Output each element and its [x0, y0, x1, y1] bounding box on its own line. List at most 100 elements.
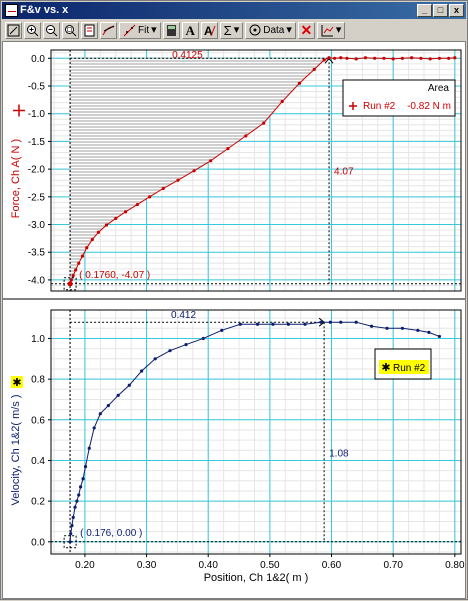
- velocity-data-point[interactable]: [354, 320, 358, 324]
- velocity-data-point[interactable]: [238, 322, 242, 326]
- force-data-point[interactable]: [339, 56, 343, 60]
- force-data-point[interactable]: [391, 57, 395, 61]
- force-data-point[interactable]: [69, 278, 73, 282]
- delete-button[interactable]: ✕: [297, 21, 315, 39]
- force-data-point[interactable]: [114, 216, 118, 221]
- force-data-point[interactable]: [161, 186, 165, 191]
- legend-box[interactable]: [342, 79, 456, 117]
- force-data-point[interactable]: [447, 56, 451, 60]
- text-button[interactable]: A: [181, 21, 199, 39]
- force-data-point[interactable]: [453, 56, 457, 60]
- force-data-point[interactable]: [96, 230, 101, 234]
- annotate-button[interactable]: A: [200, 21, 218, 39]
- force-data-point[interactable]: [363, 56, 368, 60]
- examine-marker[interactable]: [63, 277, 77, 291]
- velocity-data-point[interactable]: [168, 349, 172, 353]
- velocity-data-point[interactable]: [140, 369, 144, 373]
- force-data-point[interactable]: [373, 56, 377, 60]
- velocity-data-point[interactable]: [75, 499, 79, 503]
- force-data-point[interactable]: [382, 56, 386, 60]
- force-data-point[interactable]: [192, 169, 196, 173]
- velocity-data-point[interactable]: [303, 322, 307, 326]
- velocity-data-point[interactable]: [73, 505, 77, 509]
- velocity-data-point[interactable]: [437, 334, 442, 339]
- minimize-button[interactable]: _: [417, 4, 432, 17]
- velocity-data-point[interactable]: [83, 464, 88, 469]
- velocity-data-point[interactable]: [78, 485, 83, 489]
- fit-button[interactable]: Fit ▾: [119, 21, 161, 39]
- velocity-data-point[interactable]: [385, 326, 389, 330]
- force-data-point[interactable]: [345, 56, 349, 60]
- force-data-point[interactable]: [312, 67, 316, 71]
- tangent-button[interactable]: [100, 21, 117, 39]
- velocity-data-point[interactable]: [70, 523, 74, 528]
- velocity-data-point[interactable]: [68, 540, 72, 544]
- autoscale-button[interactable]: [5, 21, 22, 39]
- force-data-point[interactable]: [104, 223, 109, 227]
- velocity-data-point[interactable]: [201, 336, 205, 341]
- force-data-point[interactable]: [400, 56, 405, 60]
- maximize-button[interactable]: □: [433, 4, 448, 17]
- force-data-point[interactable]: [280, 99, 284, 104]
- stats-box-button[interactable]: [162, 21, 180, 39]
- force-data-point[interactable]: [71, 273, 75, 278]
- force-data-point[interactable]: [333, 56, 337, 60]
- velocity-graph[interactable]: 1.0 0.8 0.6 0.4 0.2 0.0 0.20 0.30 0.40 0.50 0.60 0.…: [10, 309, 465, 584]
- velocity-data-point[interactable]: [319, 320, 323, 324]
- force-data-point[interactable]: [297, 81, 302, 85]
- velocity-data-point[interactable]: [106, 403, 110, 408]
- force-data-point[interactable]: [209, 159, 213, 163]
- velocity-data-point[interactable]: [339, 320, 343, 324]
- title-bar[interactable]: F&v vs. x _ □ x: [2, 2, 466, 19]
- examine-button[interactable]: [81, 21, 98, 39]
- force-data-point[interactable]: [80, 254, 85, 258]
- statistics-button[interactable]: Σ ▾: [219, 21, 244, 39]
- velocity-data-point[interactable]: [81, 477, 85, 481]
- velocity-data-point[interactable]: [427, 330, 431, 334]
- force-data-point[interactable]: [74, 268, 78, 272]
- zoom-box-button[interactable]: [62, 21, 79, 39]
- data-button[interactable]: Data ▾: [245, 21, 296, 39]
- velocity-data-point[interactable]: [98, 412, 102, 416]
- velocity-data-point[interactable]: [153, 357, 157, 361]
- force-data-point[interactable]: [262, 121, 266, 125]
- velocity-data-point[interactable]: [416, 328, 420, 332]
- force-graph[interactable]: 0.0 -0.5 -1.0 -1.5 -2.0 -2.5 -3.0 -3.5 -4.0 0.412…: [10, 49, 462, 292]
- velocity-data-point[interactable]: [116, 393, 120, 397]
- force-data-point[interactable]: [322, 58, 326, 62]
- velocity-data-point[interactable]: [400, 326, 405, 330]
- force-data-point[interactable]: [244, 134, 248, 138]
- close-button[interactable]: x: [449, 4, 464, 17]
- graph-options-button[interactable]: ▾: [316, 21, 346, 39]
- velocity-data-point[interactable]: [328, 320, 332, 324]
- force-data-point[interactable]: [77, 261, 81, 265]
- force-data-point[interactable]: [327, 56, 331, 60]
- force-data-point[interactable]: [124, 210, 128, 214]
- velocity-data-point[interactable]: [271, 322, 275, 326]
- zoom-in-button[interactable]: [24, 21, 41, 39]
- velocity-data-point[interactable]: [184, 342, 188, 347]
- zoom-out-button[interactable]: [43, 21, 60, 39]
- velocity-data-point[interactable]: [69, 532, 73, 536]
- force-data-point[interactable]: [354, 57, 358, 61]
- velocity-data-point[interactable]: [286, 322, 290, 326]
- velocity-data-point[interactable]: [127, 383, 131, 387]
- velocity-data-point[interactable]: [220, 328, 224, 332]
- force-data-point[interactable]: [85, 246, 89, 250]
- velocity-data-point[interactable]: [87, 446, 91, 450]
- force-data-point[interactable]: [148, 195, 152, 199]
- force-data-point[interactable]: [410, 56, 414, 60]
- force-data-point[interactable]: [437, 56, 442, 60]
- velocity-data-point[interactable]: [255, 322, 260, 326]
- force-data-point[interactable]: [176, 178, 180, 182]
- force-data-point[interactable]: [226, 147, 230, 151]
- examine-marker[interactable]: [63, 535, 77, 549]
- velocity-data-point[interactable]: [92, 426, 96, 430]
- force-data-point[interactable]: [90, 237, 94, 242]
- force-data-point[interactable]: [419, 56, 423, 60]
- force-data-point[interactable]: [135, 202, 139, 207]
- velocity-data-point[interactable]: [77, 493, 81, 497]
- force-data-point[interactable]: [428, 57, 432, 61]
- velocity-data-point[interactable]: [370, 324, 374, 328]
- velocity-data-point[interactable]: [71, 515, 75, 519]
